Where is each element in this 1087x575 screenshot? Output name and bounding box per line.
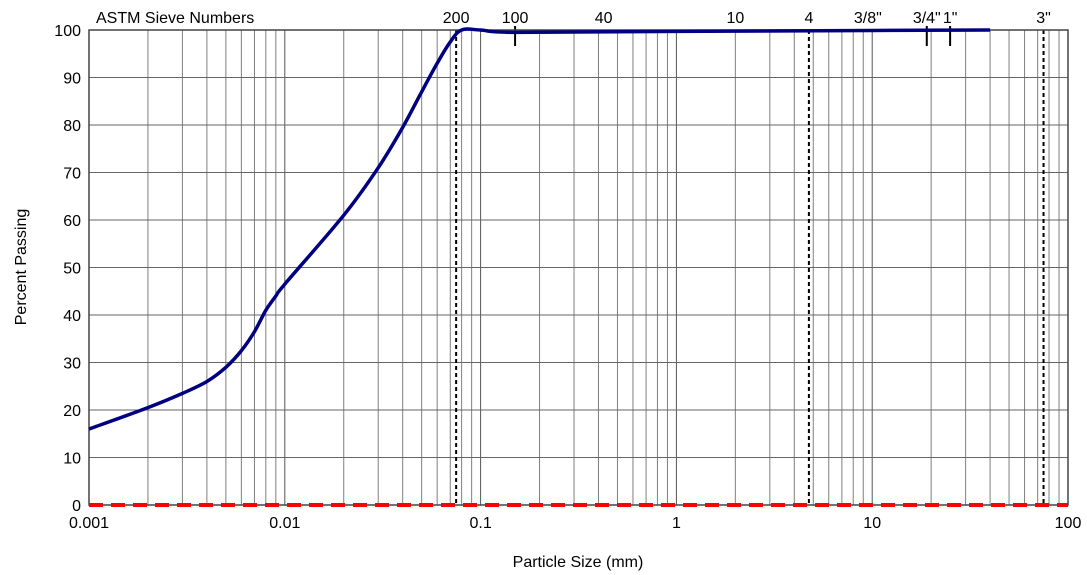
sieve-label: 3/4" [913,10,941,27]
y-tick-label: 30 [63,356,81,373]
y-tick-labels: 0 10 20 30 40 50 60 70 80 90 100 [54,23,81,515]
sieve-label: 10 [726,10,744,27]
sieve-label: 3/8" [854,10,882,27]
y-tick-label: 60 [63,213,81,230]
x-tick-label: 0.01 [269,515,300,532]
sieve-label: 100 [502,10,529,27]
sieve-header: ASTM Sieve Numbers [96,10,254,27]
x-tick-label: 0.001 [69,515,109,532]
y-tick-label: 90 [63,71,81,88]
sieve-label: 4 [804,10,813,27]
sieve-lines [455,26,1045,505]
y-axis-title: Percent Passing [13,209,30,326]
sieve-labels: 200 100 40 10 4 3/8" 3/4" 1" 3" [443,10,1051,27]
y-tick-label: 100 [54,23,81,40]
x-tick-label: 1 [672,515,681,532]
sieve-label: 40 [595,10,613,27]
y-tick-label: 40 [63,308,81,325]
y-tick-label: 0 [72,498,81,515]
sieve-label: 200 [443,10,470,27]
y-tick-label: 70 [63,166,81,183]
x-tick-label: 0.1 [469,515,491,532]
y-tick-label: 50 [63,261,81,278]
x-tick-labels: 0.001 0.01 0.1 1 10 100 [69,515,1081,532]
x-tick-label: 100 [1055,515,1082,532]
y-tick-label: 20 [63,403,81,420]
sieve-label: 1" [943,10,958,27]
sieve-label: 3" [1036,10,1051,27]
x-axis-title: Particle Size (mm) [513,554,644,571]
major-grid [88,29,1069,506]
x-tick-label: 10 [863,515,881,532]
y-tick-label: 10 [63,451,81,468]
y-tick-label: 80 [63,118,81,135]
data-series [88,27,1068,507]
series-line-0 [88,27,991,431]
